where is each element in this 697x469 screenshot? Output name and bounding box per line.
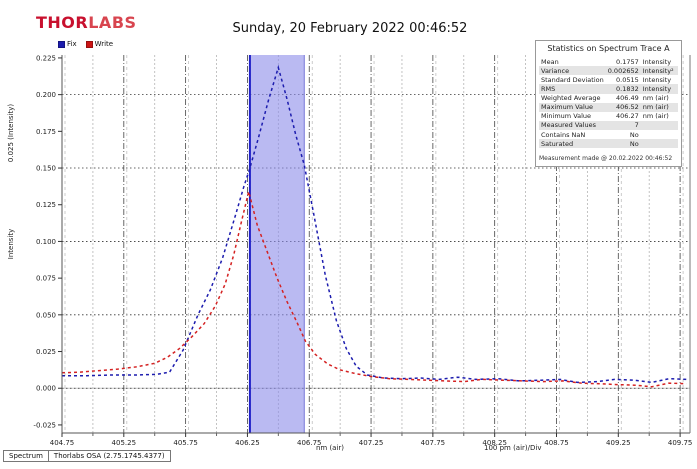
stats-label: Minimum Value — [541, 112, 592, 121]
y-tick-label: 0.025 — [36, 348, 56, 356]
stats-unit: Intensity² — [642, 66, 674, 75]
y-tick-label: 0.125 — [36, 201, 56, 209]
y-tick-label: 0.000 — [36, 385, 56, 393]
stats-val: 7 — [634, 121, 639, 130]
stats-val: 406.49 — [616, 94, 639, 102]
legend-label: Fix — [67, 40, 77, 48]
analysis-range-region[interactable] — [249, 55, 305, 433]
stats-unit: nm (air) — [642, 94, 669, 102]
legend-item-write[interactable]: Write — [85, 40, 114, 48]
x-tick-label: 404.75 — [50, 439, 75, 447]
status-tab-spectrum[interactable]: Spectrum — [3, 450, 49, 462]
stats-label: Saturated — [541, 139, 574, 148]
stats-unit: nm (air) — [642, 112, 669, 121]
stats-row: Saturated No — [539, 139, 678, 149]
y-tick-label: 0.100 — [36, 238, 56, 246]
statistics-footer: Measurement made @ 20.02.2022 00:46:52 — [539, 155, 673, 163]
stats-unit — [641, 139, 678, 148]
stats-row: Maximum Value 406.52 nm (air) — [539, 102, 678, 112]
x-tick-label: 405.75 — [173, 439, 198, 447]
statistics-panel: Statistics on Spectrum Trace A Mean 0.175… — [535, 40, 682, 168]
stats-val: No — [629, 139, 639, 148]
y-scale-per-div-label: 0.025 (Intensity) — [7, 103, 15, 163]
stats-unit: Intensity — [642, 57, 672, 66]
stats-val: 0.002652 — [607, 66, 639, 75]
stats-label: Contains NaN — [541, 130, 586, 139]
stats-label: Maximum Value — [541, 103, 593, 112]
logo-text-thor: THOR — [36, 13, 89, 32]
stats-val: 406.52 — [616, 103, 639, 112]
stats-val: 0.0515 — [616, 75, 639, 84]
thorlabs-logo: THORLABS — [36, 13, 137, 32]
stats-val: 0.1832 — [616, 84, 639, 93]
stats-val: 0.1757 — [616, 57, 639, 66]
x-tick-label: 408.75 — [544, 439, 569, 447]
stats-row: Variance 0.002652 Intensity² — [539, 66, 678, 76]
stats-row: Minimum Value 406.27 nm (air) — [539, 112, 678, 121]
y-axis-title: Intensity — [7, 228, 15, 260]
stats-row: Measured Values 7 — [539, 120, 678, 130]
y-tick-label: 0.225 — [36, 54, 56, 62]
y-tick-label: 0.200 — [36, 91, 56, 99]
legend-swatch — [58, 40, 65, 48]
logo-text-labs: LABS — [88, 13, 137, 32]
statistics-table: Mean 0.1757 Intensity Variance 0.002652 Inten… — [539, 57, 678, 149]
x-tick-label: 408.25 — [482, 439, 507, 447]
stats-unit — [641, 130, 678, 139]
legend-swatch — [85, 40, 93, 48]
chart-title-datetime: Sunday, 20 February 2022 00:46:52 — [232, 21, 468, 36]
stats-label: Variance — [541, 66, 570, 75]
stats-label: Measured Values — [541, 121, 597, 130]
legend-label: Write — [94, 40, 114, 48]
stats-unit: Intensity — [642, 84, 672, 93]
x-tick-label: 406.25 — [235, 439, 260, 447]
trace-b-line — [61, 191, 687, 388]
stats-unit: Intensity — [642, 75, 672, 84]
stats-row: Contains NaN No — [539, 130, 678, 139]
x-tick-label: 406.75 — [297, 439, 322, 447]
statistics-panel-title: Statistics on Spectrum Trace A — [547, 44, 670, 53]
stats-val: No — [629, 130, 639, 139]
status-bar: Spectrum Thorlabs OSA (2.75.1745.4377) — [3, 450, 171, 462]
stats-row: Mean 0.1757 Intensity — [539, 57, 678, 66]
stats-label: Standard Deviation — [541, 75, 604, 84]
stats-val: 406.27 — [616, 112, 639, 121]
stats-row: Weighted Average 406.49 nm (air) — [539, 94, 678, 103]
x-tick-label: 405.25 — [112, 439, 137, 447]
x-scale-per-div-label: 100 pm (air)/Div — [484, 444, 542, 452]
stats-unit: nm (air) — [642, 103, 669, 112]
x-axis-title: nm (air) — [315, 444, 345, 452]
stats-label: Mean — [541, 57, 559, 66]
legend-item-fix[interactable]: Fix — [58, 40, 77, 48]
stats-row: RMS 0.1832 Intensity — [539, 84, 678, 94]
x-tick-label: 409.75 — [668, 439, 693, 447]
stats-label: RMS — [541, 84, 556, 93]
trace-legend: Fix Write — [58, 40, 113, 48]
y-tick-label: 0.175 — [36, 128, 56, 136]
trace-a-line — [62, 64, 687, 384]
x-tick-label: 407.75 — [421, 439, 446, 447]
stats-row: Standard Deviation 0.0515 Intensity — [539, 75, 678, 84]
y-tick-label: 0.150 — [36, 165, 56, 173]
y-tick-label: 0.075 — [36, 275, 56, 283]
stats-unit — [641, 121, 678, 130]
y-tick-label: 0.050 — [36, 311, 56, 319]
status-app-version: Thorlabs OSA (2.75.1745.4377) — [47, 450, 171, 462]
y-tick-label: -0.025 — [33, 421, 56, 429]
x-tick-label: 409.25 — [606, 439, 631, 447]
stats-label: Weighted Average — [541, 94, 601, 102]
x-tick-label: 407.25 — [359, 439, 384, 447]
